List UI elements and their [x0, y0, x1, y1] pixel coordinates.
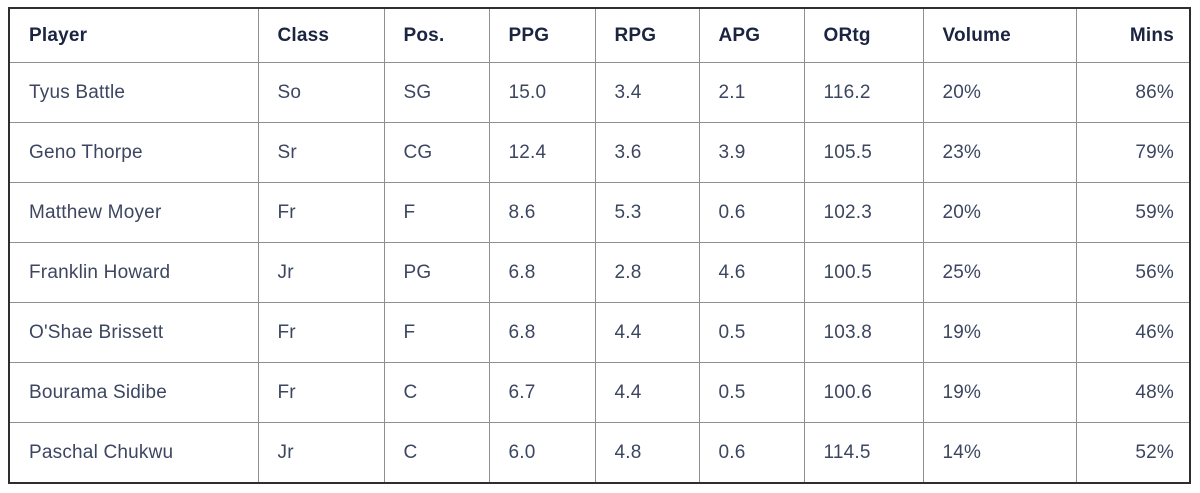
cell-ppg: 6.8	[488, 302, 596, 363]
column-header-mins: Mins	[1075, 7, 1191, 63]
cell-volume: 23%	[922, 122, 1077, 183]
cell-ortg: 103.8	[803, 302, 924, 363]
table-row: Tyus Battle So SG 15.0 3.4 2.1 116.2 20% 86%	[8, 62, 1191, 123]
cell-mins: 48%	[1075, 362, 1191, 423]
cell-pos: CG	[383, 122, 490, 183]
column-header-player: Player	[8, 7, 259, 63]
cell-class: Fr	[257, 182, 385, 243]
cell-ortg: 114.5	[803, 422, 924, 484]
cell-apg: 4.6	[698, 242, 805, 303]
cell-mins: 86%	[1075, 62, 1191, 123]
cell-pos: F	[383, 182, 490, 243]
cell-rpg: 3.4	[594, 62, 700, 123]
cell-player: Paschal Chukwu	[8, 422, 259, 484]
cell-class: Jr	[257, 242, 385, 303]
cell-class: Sr	[257, 122, 385, 183]
cell-class: Jr	[257, 422, 385, 484]
table-row: Matthew Moyer Fr F 8.6 5.3 0.6 102.3 20% 59%	[8, 182, 1191, 243]
cell-ortg: 100.5	[803, 242, 924, 303]
cell-mins: 52%	[1075, 422, 1191, 484]
cell-apg: 2.1	[698, 62, 805, 123]
cell-class: Fr	[257, 302, 385, 363]
cell-player: O'Shae Brissett	[8, 302, 259, 363]
table-row: O'Shae Brissett Fr F 6.8 4.4 0.5 103.8 19% 46%	[8, 302, 1191, 363]
column-header-class: Class	[257, 7, 385, 63]
column-header-rpg: RPG	[594, 7, 700, 63]
column-header-volume: Volume	[922, 7, 1077, 63]
column-header-ortg: ORtg	[803, 7, 924, 63]
cell-apg: 0.5	[698, 302, 805, 363]
cell-mins: 79%	[1075, 122, 1191, 183]
cell-player: Franklin Howard	[8, 242, 259, 303]
cell-player: Geno Thorpe	[8, 122, 259, 183]
cell-rpg: 5.3	[594, 182, 700, 243]
table-row: Geno Thorpe Sr CG 12.4 3.6 3.9 105.5 23% 79%	[8, 122, 1191, 183]
cell-player: Tyus Battle	[8, 62, 259, 123]
cell-ppg: 8.6	[488, 182, 596, 243]
player-stats-table-container: Player Class Pos. PPG RPG APG ORtg Volum…	[8, 7, 1191, 484]
cell-pos: SG	[383, 62, 490, 123]
cell-ppg: 6.7	[488, 362, 596, 423]
cell-volume: 20%	[922, 62, 1077, 123]
cell-volume: 20%	[922, 182, 1077, 243]
column-header-pos: Pos.	[383, 7, 490, 63]
cell-player: Matthew Moyer	[8, 182, 259, 243]
cell-rpg: 4.8	[594, 422, 700, 484]
cell-mins: 59%	[1075, 182, 1191, 243]
cell-class: Fr	[257, 362, 385, 423]
cell-pos: C	[383, 362, 490, 423]
cell-pos: F	[383, 302, 490, 363]
cell-volume: 14%	[922, 422, 1077, 484]
table-row: Franklin Howard Jr PG 6.8 2.8 4.6 100.5 25% 56%	[8, 242, 1191, 303]
column-header-apg: APG	[698, 7, 805, 63]
column-header-ppg: PPG	[488, 7, 596, 63]
cell-volume: 25%	[922, 242, 1077, 303]
cell-mins: 46%	[1075, 302, 1191, 363]
cell-apg: 0.6	[698, 182, 805, 243]
table-body: Tyus Battle So SG 15.0 3.4 2.1 116.2 20% 86% Geno…	[8, 62, 1191, 484]
cell-ppg: 6.0	[488, 422, 596, 484]
cell-pos: PG	[383, 242, 490, 303]
cell-apg: 0.5	[698, 362, 805, 423]
table-row: Paschal Chukwu Jr C 6.0 4.8 0.6 114.5 14% 52%	[8, 422, 1191, 484]
cell-rpg: 4.4	[594, 302, 700, 363]
cell-mins: 56%	[1075, 242, 1191, 303]
cell-ortg: 102.3	[803, 182, 924, 243]
cell-ppg: 15.0	[488, 62, 596, 123]
cell-apg: 3.9	[698, 122, 805, 183]
cell-ortg: 116.2	[803, 62, 924, 123]
cell-ortg: 105.5	[803, 122, 924, 183]
cell-pos: C	[383, 422, 490, 484]
cell-ppg: 12.4	[488, 122, 596, 183]
header-row: Player Class Pos. PPG RPG APG ORtg Volum…	[8, 7, 1191, 63]
cell-player: Bourama Sidibe	[8, 362, 259, 423]
cell-ppg: 6.8	[488, 242, 596, 303]
table-row: Bourama Sidibe Fr C 6.7 4.4 0.5 100.6 19% 48%	[8, 362, 1191, 423]
cell-volume: 19%	[922, 302, 1077, 363]
cell-rpg: 4.4	[594, 362, 700, 423]
cell-ortg: 100.6	[803, 362, 924, 423]
cell-volume: 19%	[922, 362, 1077, 423]
player-stats-table: Player Class Pos. PPG RPG APG ORtg Volum…	[8, 7, 1191, 484]
cell-rpg: 2.8	[594, 242, 700, 303]
cell-class: So	[257, 62, 385, 123]
cell-apg: 0.6	[698, 422, 805, 484]
cell-rpg: 3.6	[594, 122, 700, 183]
